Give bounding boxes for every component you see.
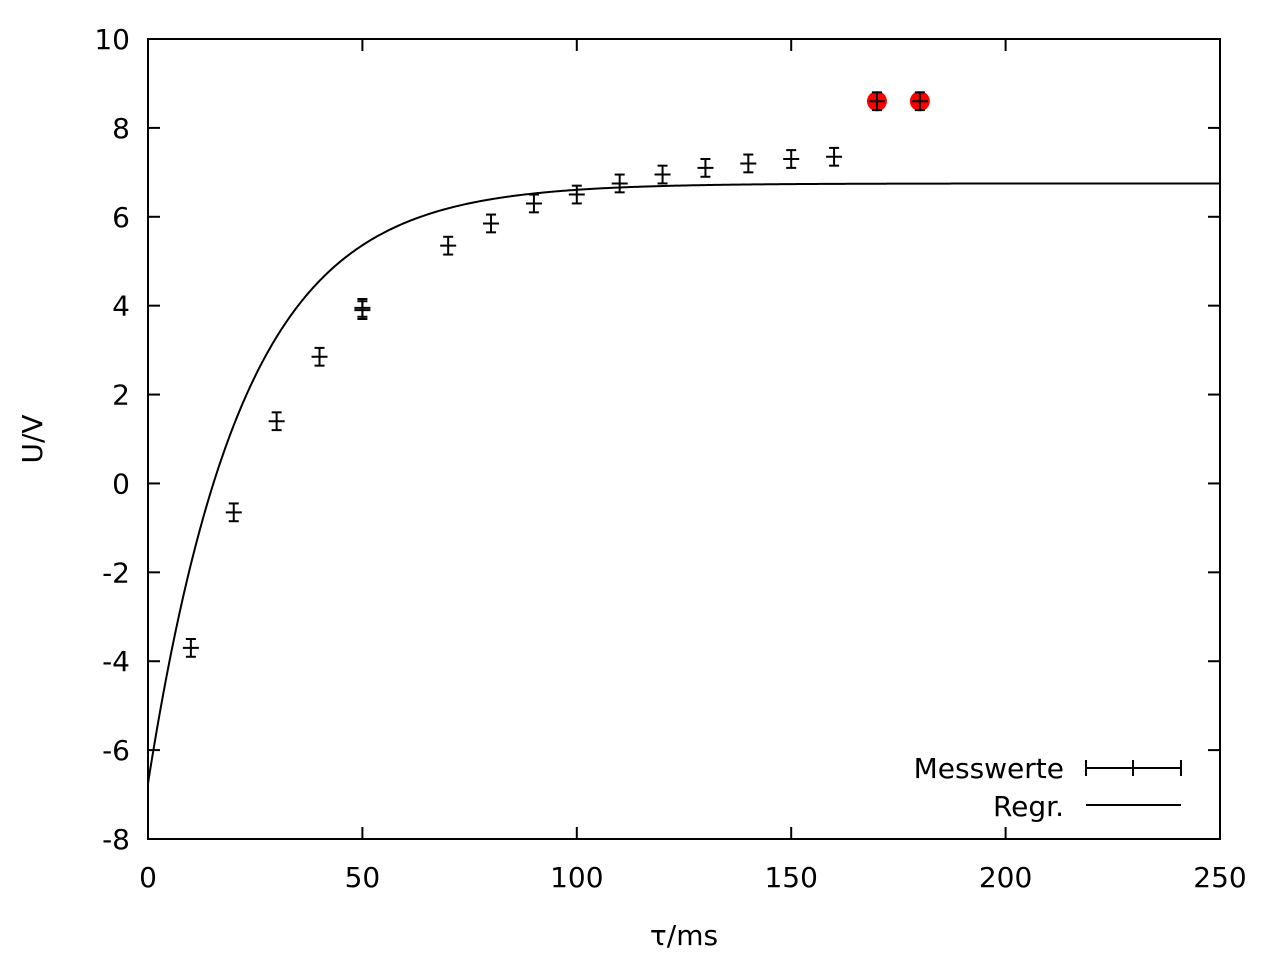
y-tick-label: 10 xyxy=(94,23,130,56)
y-tick-label: 4 xyxy=(112,290,130,323)
data-point xyxy=(783,149,800,169)
data-points xyxy=(182,91,928,658)
data-point xyxy=(311,346,328,367)
data-point xyxy=(740,153,757,174)
data-point xyxy=(268,411,285,432)
x-tick-label: 100 xyxy=(550,861,603,894)
x-tick-label: 50 xyxy=(345,861,381,894)
legend: Messwerte Regr. xyxy=(914,752,1182,823)
data-point xyxy=(611,173,628,194)
y-tick-label: -6 xyxy=(102,734,130,767)
x-tick-label: 0 xyxy=(139,861,157,894)
data-point xyxy=(525,193,542,214)
legend-sample-messwerte xyxy=(1085,760,1182,776)
y-tick-label: -4 xyxy=(102,645,130,678)
regression-line xyxy=(147,182,1220,784)
x-tick-label: 200 xyxy=(979,861,1032,894)
data-point xyxy=(440,235,457,256)
y-tick-label: 8 xyxy=(112,112,130,145)
x-tick-label: 250 xyxy=(1193,861,1246,894)
plot-frame xyxy=(147,38,1221,840)
data-point xyxy=(225,502,242,523)
data-point xyxy=(911,91,928,112)
data-point xyxy=(868,91,885,112)
data-point xyxy=(354,300,371,320)
data-point xyxy=(568,184,585,205)
data-point xyxy=(483,213,500,234)
y-tick-label: -8 xyxy=(102,823,130,856)
y-tick-label: 0 xyxy=(112,467,130,500)
x-tick-label: 150 xyxy=(764,861,817,894)
y-tick-label: 6 xyxy=(112,201,130,234)
x-axis-label: τ/ms xyxy=(650,919,718,952)
x-tick-labels: 0 50 100 150 200 250 xyxy=(139,861,1247,894)
data-point xyxy=(182,638,199,658)
y-axis-label: U/V xyxy=(16,414,49,463)
legend-label-messwerte: Messwerte xyxy=(914,752,1064,785)
axis-ticks xyxy=(147,38,1221,840)
y-tick-label: -2 xyxy=(102,556,130,589)
data-point xyxy=(654,164,671,185)
data-point xyxy=(697,158,714,178)
y-tick-labels: -8 -6 -4 -2 0 2 4 6 8 10 xyxy=(94,23,130,856)
y-tick-label: 2 xyxy=(112,379,130,412)
data-point xyxy=(826,146,843,167)
legend-label-regr: Regr. xyxy=(993,790,1064,823)
